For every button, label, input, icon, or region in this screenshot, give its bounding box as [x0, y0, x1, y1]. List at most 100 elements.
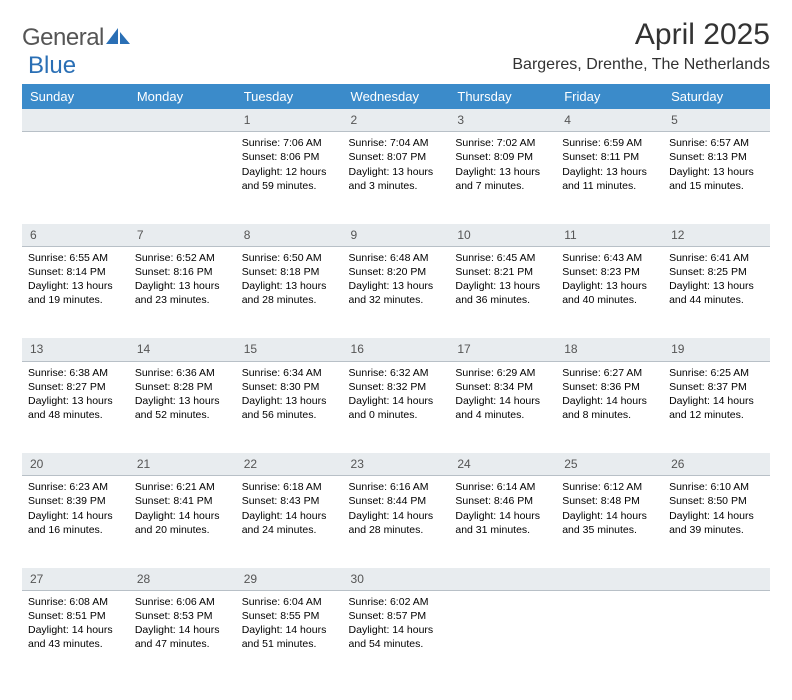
day-number: 19 — [663, 338, 770, 361]
sunrise-text: Sunrise: 6:50 AM — [242, 251, 337, 265]
weekday-header: Wednesday — [343, 84, 450, 109]
day-cell — [449, 590, 556, 682]
sunset-text: Sunset: 8:41 PM — [135, 494, 230, 508]
day-number: 11 — [556, 224, 663, 247]
day-number: 6 — [22, 224, 129, 247]
sunset-text: Sunset: 8:20 PM — [349, 265, 444, 279]
sunrise-text: Sunrise: 7:04 AM — [349, 136, 444, 150]
day-cell: Sunrise: 6:14 AMSunset: 8:46 PMDaylight:… — [449, 476, 556, 568]
day-cell: Sunrise: 6:25 AMSunset: 8:37 PMDaylight:… — [663, 361, 770, 453]
sunset-text: Sunset: 8:37 PM — [669, 380, 764, 394]
daylight-text: Daylight: 13 hours and 40 minutes. — [562, 279, 657, 307]
sunrise-text: Sunrise: 6:04 AM — [242, 595, 337, 609]
day-cell: Sunrise: 6:50 AMSunset: 8:18 PMDaylight:… — [236, 246, 343, 338]
day-number — [22, 109, 129, 132]
day-info-row: Sunrise: 6:23 AMSunset: 8:39 PMDaylight:… — [22, 476, 770, 568]
daylight-text: Daylight: 14 hours and 39 minutes. — [669, 509, 764, 537]
day-number: 20 — [22, 453, 129, 476]
sunset-text: Sunset: 8:14 PM — [28, 265, 123, 279]
sunrise-text: Sunrise: 6:38 AM — [28, 366, 123, 380]
sunrise-text: Sunrise: 6:48 AM — [349, 251, 444, 265]
day-number: 14 — [129, 338, 236, 361]
sunrise-text: Sunrise: 6:45 AM — [455, 251, 550, 265]
calendar-page: General April 2025 Bargeres, Drenthe, Th… — [0, 0, 792, 700]
day-cell: Sunrise: 6:04 AMSunset: 8:55 PMDaylight:… — [236, 590, 343, 682]
sunrise-text: Sunrise: 6:23 AM — [28, 480, 123, 494]
day-cell: Sunrise: 6:12 AMSunset: 8:48 PMDaylight:… — [556, 476, 663, 568]
day-cell: Sunrise: 6:57 AMSunset: 8:13 PMDaylight:… — [663, 132, 770, 224]
sunrise-text: Sunrise: 6:41 AM — [669, 251, 764, 265]
daylight-text: Daylight: 13 hours and 11 minutes. — [562, 165, 657, 193]
sunset-text: Sunset: 8:50 PM — [669, 494, 764, 508]
sunrise-text: Sunrise: 6:16 AM — [349, 480, 444, 494]
day-number-row: 20212223242526 — [22, 453, 770, 476]
day-number: 17 — [449, 338, 556, 361]
day-cell: Sunrise: 6:55 AMSunset: 8:14 PMDaylight:… — [22, 246, 129, 338]
day-cell: Sunrise: 7:02 AMSunset: 8:09 PMDaylight:… — [449, 132, 556, 224]
daylight-text: Daylight: 13 hours and 36 minutes. — [455, 279, 550, 307]
day-info-row: Sunrise: 6:55 AMSunset: 8:14 PMDaylight:… — [22, 246, 770, 338]
sunrise-text: Sunrise: 6:21 AM — [135, 480, 230, 494]
sunrise-text: Sunrise: 6:32 AM — [349, 366, 444, 380]
day-number: 8 — [236, 224, 343, 247]
day-number: 22 — [236, 453, 343, 476]
daylight-text: Daylight: 12 hours and 59 minutes. — [242, 165, 337, 193]
daylight-text: Daylight: 13 hours and 3 minutes. — [349, 165, 444, 193]
sunset-text: Sunset: 8:21 PM — [455, 265, 550, 279]
calendar-table: Sunday Monday Tuesday Wednesday Thursday… — [22, 84, 770, 682]
logo-text-1: General — [22, 24, 104, 52]
daylight-text: Daylight: 13 hours and 52 minutes. — [135, 394, 230, 422]
day-number: 30 — [343, 568, 450, 591]
sunrise-text: Sunrise: 6:18 AM — [242, 480, 337, 494]
day-number: 9 — [343, 224, 450, 247]
daylight-text: Daylight: 13 hours and 44 minutes. — [669, 279, 764, 307]
day-number: 5 — [663, 109, 770, 132]
daylight-text: Daylight: 13 hours and 15 minutes. — [669, 165, 764, 193]
sunrise-text: Sunrise: 6:36 AM — [135, 366, 230, 380]
daylight-text: Daylight: 14 hours and 12 minutes. — [669, 394, 764, 422]
day-number: 18 — [556, 338, 663, 361]
day-cell: Sunrise: 6:06 AMSunset: 8:53 PMDaylight:… — [129, 590, 236, 682]
logo-text-2: Blue — [28, 52, 76, 80]
sunset-text: Sunset: 8:13 PM — [669, 150, 764, 164]
day-number: 10 — [449, 224, 556, 247]
daylight-text: Daylight: 14 hours and 35 minutes. — [562, 509, 657, 537]
day-cell: Sunrise: 6:02 AMSunset: 8:57 PMDaylight:… — [343, 590, 450, 682]
weekday-header: Thursday — [449, 84, 556, 109]
daylight-text: Daylight: 14 hours and 24 minutes. — [242, 509, 337, 537]
day-cell: Sunrise: 6:48 AMSunset: 8:20 PMDaylight:… — [343, 246, 450, 338]
day-number-row: 6789101112 — [22, 224, 770, 247]
day-number-row: 13141516171819 — [22, 338, 770, 361]
sunrise-text: Sunrise: 6:25 AM — [669, 366, 764, 380]
day-number: 26 — [663, 453, 770, 476]
sunrise-text: Sunrise: 6:02 AM — [349, 595, 444, 609]
day-cell: Sunrise: 6:52 AMSunset: 8:16 PMDaylight:… — [129, 246, 236, 338]
day-number — [449, 568, 556, 591]
day-number-row: 27282930 — [22, 568, 770, 591]
day-cell: Sunrise: 6:34 AMSunset: 8:30 PMDaylight:… — [236, 361, 343, 453]
sunset-text: Sunset: 8:48 PM — [562, 494, 657, 508]
sunset-text: Sunset: 8:28 PM — [135, 380, 230, 394]
day-cell: Sunrise: 6:41 AMSunset: 8:25 PMDaylight:… — [663, 246, 770, 338]
sunset-text: Sunset: 8:11 PM — [562, 150, 657, 164]
daylight-text: Daylight: 13 hours and 7 minutes. — [455, 165, 550, 193]
day-cell: Sunrise: 6:32 AMSunset: 8:32 PMDaylight:… — [343, 361, 450, 453]
daylight-text: Daylight: 14 hours and 16 minutes. — [28, 509, 123, 537]
day-cell: Sunrise: 6:36 AMSunset: 8:28 PMDaylight:… — [129, 361, 236, 453]
day-cell: Sunrise: 6:59 AMSunset: 8:11 PMDaylight:… — [556, 132, 663, 224]
sunset-text: Sunset: 8:53 PM — [135, 609, 230, 623]
day-cell: Sunrise: 6:23 AMSunset: 8:39 PMDaylight:… — [22, 476, 129, 568]
weekday-header: Tuesday — [236, 84, 343, 109]
daylight-text: Daylight: 14 hours and 54 minutes. — [349, 623, 444, 651]
calendar-body: 12345Sunrise: 7:06 AMSunset: 8:06 PMDayl… — [22, 109, 770, 682]
day-cell: Sunrise: 6:16 AMSunset: 8:44 PMDaylight:… — [343, 476, 450, 568]
daylight-text: Daylight: 13 hours and 32 minutes. — [349, 279, 444, 307]
sunset-text: Sunset: 8:36 PM — [562, 380, 657, 394]
day-cell: Sunrise: 6:10 AMSunset: 8:50 PMDaylight:… — [663, 476, 770, 568]
sunset-text: Sunset: 8:23 PM — [562, 265, 657, 279]
sunset-text: Sunset: 8:46 PM — [455, 494, 550, 508]
day-cell: Sunrise: 6:27 AMSunset: 8:36 PMDaylight:… — [556, 361, 663, 453]
daylight-text: Daylight: 14 hours and 28 minutes. — [349, 509, 444, 537]
logo: General — [22, 24, 134, 52]
daylight-text: Daylight: 14 hours and 43 minutes. — [28, 623, 123, 651]
